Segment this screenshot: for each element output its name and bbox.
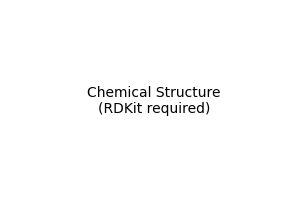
- Text: Chemical Structure
(RDKit required): Chemical Structure (RDKit required): [87, 86, 220, 116]
